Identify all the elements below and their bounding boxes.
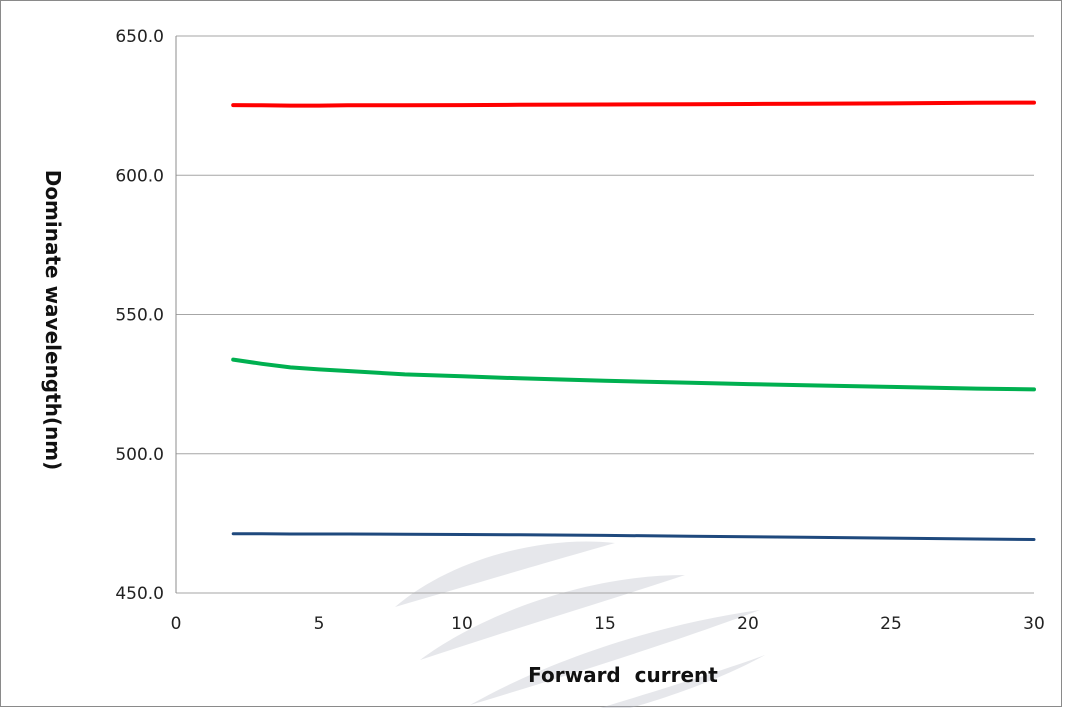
y-tick-label: 500.0 bbox=[115, 445, 164, 465]
gridlines bbox=[176, 35, 1034, 594]
watermark-logo bbox=[395, 541, 765, 708]
y-tick-label: 650.0 bbox=[115, 27, 164, 47]
series-line-1 bbox=[231, 100, 1036, 108]
y-tick-label: 550.0 bbox=[115, 306, 164, 326]
y-tick-labels: 450.0 500.0 550.0 600.0 650.0 bbox=[115, 27, 164, 604]
y-axis-title: Dominate wavelength(nm) bbox=[41, 170, 65, 471]
x-tick-label: 5 bbox=[314, 614, 325, 634]
y-tick-label: 450.0 bbox=[115, 584, 164, 604]
x-axis-title: Forward current bbox=[528, 663, 718, 687]
series-line-2 bbox=[231, 357, 1036, 392]
x-tick-label: 25 bbox=[880, 614, 902, 634]
series-line-3 bbox=[231, 532, 1036, 541]
x-tick-label: 15 bbox=[594, 614, 616, 634]
series-lines bbox=[231, 100, 1036, 541]
x-tick-label: 0 bbox=[171, 614, 182, 634]
x-tick-label: 10 bbox=[451, 614, 473, 634]
x-tick-label: 20 bbox=[737, 614, 759, 634]
x-tick-labels: 0 5 10 15 20 25 30 bbox=[171, 614, 1045, 634]
y-tick-label: 600.0 bbox=[115, 166, 164, 186]
x-tick-label: 30 bbox=[1023, 614, 1045, 634]
